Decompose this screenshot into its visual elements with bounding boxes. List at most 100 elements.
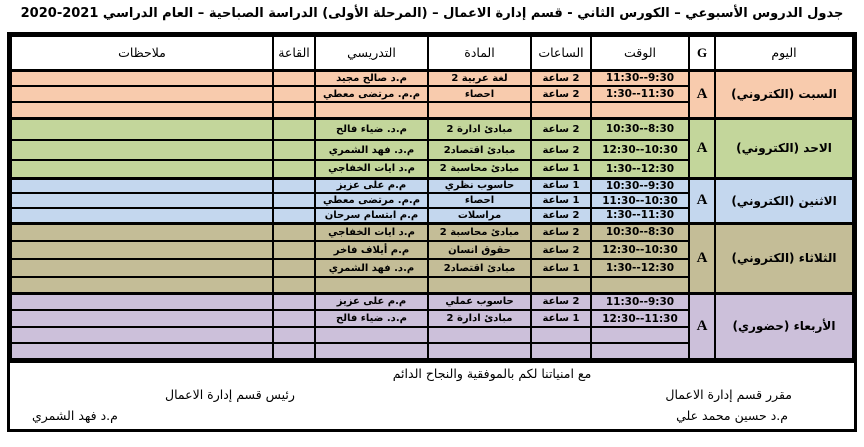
time-text: 1:30--11:30 — [605, 88, 675, 100]
time-text: 11:30--10:30 — [602, 194, 678, 207]
schedule-row: 11:30--10:30 1 ساعة احصاء م.م. مرتضى معطي — [10, 192, 853, 209]
notes-cell — [10, 309, 274, 328]
day-block: الاحد (الكتروني) A 10:30--8:30 2 ساعة مبادئ … — [10, 117, 854, 179]
time-text: 12:30--11:30 — [602, 312, 678, 325]
group-cell: A — [688, 69, 716, 119]
time-text: 1:30--11:30 — [605, 209, 675, 222]
subject-cell — [427, 342, 532, 360]
subject-cell: حقوق انسان — [427, 240, 532, 260]
hours-cell: 2 ساعة — [530, 69, 592, 87]
hours-cell — [530, 342, 592, 360]
schedule-row: الأربعاء (حضوري) A 11:30--9:30 2 ساعة حاسوب … — [10, 292, 854, 360]
time-cell — [590, 342, 690, 360]
subject-cell: مبادئ ادارة 2 — [427, 117, 532, 141]
subject-cell: مبادئ اقتصاد2 — [427, 258, 532, 278]
room-cell — [272, 276, 316, 294]
room-cell — [272, 117, 316, 141]
time-cell: 12:30--10:30 — [590, 240, 690, 260]
hours-cell — [530, 101, 592, 119]
group-cell: A — [688, 222, 716, 294]
subject-cell: مراسلات — [427, 207, 532, 224]
teacher-cell: م.م. مرتضى معطي — [314, 192, 429, 209]
schedule-table: اليوم G الوقت الساعات المادة التدريسي ال… — [10, 35, 854, 360]
notes-cell — [10, 159, 274, 179]
schedule-row: 1:30--12:30 1 ساعة مبادئ اقتصاد2 م.د. فهد ا… — [10, 258, 853, 278]
room-cell — [272, 309, 316, 328]
teacher-cell: م.د صالح مجيد — [314, 69, 429, 87]
room-cell — [272, 258, 316, 278]
notes-cell — [10, 85, 274, 103]
subject-cell: لغة عربية 2 — [427, 69, 532, 87]
room-cell — [272, 292, 316, 311]
teacher-cell: م.م ابتسام سرحان — [314, 207, 429, 224]
subject-cell — [427, 276, 532, 294]
room-cell — [272, 101, 316, 119]
schedule-row — [10, 101, 853, 119]
notes-cell — [10, 222, 274, 242]
hours-cell: 2 ساعة — [530, 207, 592, 224]
coordinator-name: م.د حسين محمد علي — [676, 408, 788, 423]
notes-cell — [10, 326, 274, 344]
header-room: القاعة — [272, 35, 316, 71]
subject-cell: احصاء — [427, 192, 532, 209]
day-cell: السبت (الكتروني) — [714, 69, 854, 119]
time-cell: 12:30--11:30 — [590, 309, 690, 328]
notes-cell — [10, 139, 274, 161]
time-text: 1:30--12:30 — [605, 162, 675, 175]
time-cell — [590, 101, 690, 119]
teacher-cell: م.د. فهد الشمري — [314, 139, 429, 161]
time-text: 10:30--8:30 — [605, 226, 675, 239]
teacher-cell: م.د ايات الخفاجي — [314, 159, 429, 179]
time-cell: 1:30--11:30 — [590, 207, 690, 224]
room-cell — [272, 240, 316, 260]
schedule-row: 12:30--11:30 1 ساعة مبادئ ادارة 2 م.د. ضياء… — [10, 309, 853, 328]
day-cell: الاثنين (الكتروني) — [714, 177, 854, 224]
schedule-row: الثلاثاء (الكتروني) A 10:30--8:30 2 ساعة مبا… — [10, 222, 854, 294]
teacher-cell: م.م أيلاف فاخر — [314, 240, 429, 260]
head-of-department-name: م.د فهد الشمري — [32, 408, 118, 423]
teacher-cell — [314, 326, 429, 344]
time-cell: 11:30--9:30 — [590, 292, 690, 311]
notes-cell — [10, 207, 274, 224]
hours-cell: 1 ساعة — [530, 177, 592, 194]
time-cell: 10:30--8:30 — [590, 222, 690, 242]
subject-cell: احصاء — [427, 85, 532, 103]
day-block: السبت (الكتروني) A 11:30--9:30 2 ساعة لغة عر… — [10, 69, 854, 119]
subject-cell: حاسوب عملي — [427, 292, 532, 311]
teacher-cell — [314, 342, 429, 360]
notes-cell — [10, 276, 274, 294]
notes-cell — [10, 69, 274, 87]
schedule-frame: اليوم G الوقت الساعات المادة التدريسي ال… — [7, 32, 857, 432]
subject-cell: مبادئ محاسبة 2 — [427, 159, 532, 179]
schedule-row: 1:30--11:30 2 ساعة مراسلات م.م ابتسام سرحان — [10, 207, 853, 224]
notes-cell — [10, 292, 274, 311]
day-block: الثلاثاء (الكتروني) A 10:30--8:30 2 ساعة مبا… — [10, 222, 854, 294]
time-cell: 10:30--8:30 — [590, 117, 690, 141]
header-teacher: التدريسي — [314, 35, 429, 71]
time-cell — [590, 326, 690, 344]
hours-cell: 2 ساعة — [530, 139, 592, 161]
time-text: 12:30--10:30 — [602, 144, 678, 156]
schedule-row: السبت (الكتروني) A 11:30--9:30 2 ساعة لغة عر… — [10, 69, 854, 119]
hours-cell: 1 ساعة — [530, 159, 592, 179]
schedule-row — [10, 276, 853, 294]
subject-cell: مبادئ محاسبة 2 — [427, 222, 532, 242]
time-text: 1:30--12:30 — [605, 262, 675, 274]
hours-cell: 2 ساعة — [530, 117, 592, 141]
hours-cell: 2 ساعة — [530, 222, 592, 242]
hours-cell: 1 ساعة — [530, 192, 592, 209]
teacher-cell: م.م على عزيز — [314, 177, 429, 194]
group-cell: A — [688, 117, 716, 179]
schedule-row: 1:30--12:30 1 ساعة مبادئ محاسبة 2 م.د ايات … — [10, 159, 853, 179]
time-text: 10:30--9:30 — [605, 179, 675, 192]
time-cell: 1:30--11:30 — [590, 85, 690, 103]
time-cell: 1:30--12:30 — [590, 258, 690, 278]
teacher-cell: م.د. فهد الشمري — [314, 258, 429, 278]
group-cell: A — [688, 292, 716, 360]
footer: مع امنياتنا لكم بالموفقية والنجاح الدائم… — [10, 360, 854, 429]
schedule-row: الاثنين (الكتروني) A 10:30--9:30 1 ساعة حاسو… — [10, 177, 854, 224]
schedule-row: 12:30--10:30 2 ساعة حقوق انسان م.م أيلاف فا… — [10, 240, 853, 260]
teacher-cell: م.د ايات الخفاجي — [314, 222, 429, 242]
hours-cell — [530, 276, 592, 294]
schedule-row — [10, 326, 853, 344]
